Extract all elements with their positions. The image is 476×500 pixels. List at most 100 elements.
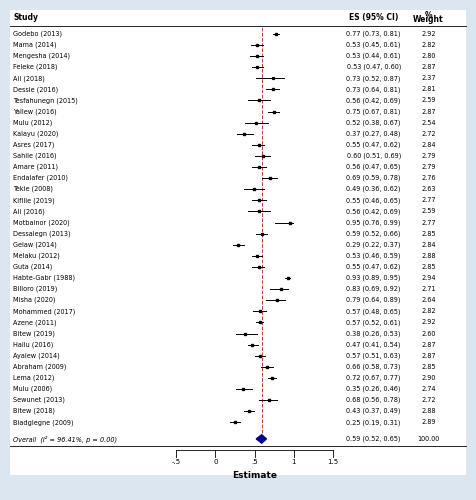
Text: Hailu (2016): Hailu (2016) xyxy=(13,342,54,348)
Text: 0.73 (0.64, 0.81): 0.73 (0.64, 0.81) xyxy=(347,86,401,92)
Text: Feleke (2018): Feleke (2018) xyxy=(13,64,58,70)
Text: 2.90: 2.90 xyxy=(421,375,436,381)
Text: Motbainor (2020): Motbainor (2020) xyxy=(13,220,70,226)
Text: 0.75 (0.67, 0.81): 0.75 (0.67, 0.81) xyxy=(347,108,401,115)
Text: Ali (2018): Ali (2018) xyxy=(13,75,45,82)
Text: Sewunet (2013): Sewunet (2013) xyxy=(13,397,65,404)
Text: 0.53 (0.47, 0.60): 0.53 (0.47, 0.60) xyxy=(347,64,401,70)
Text: 0.55 (0.46, 0.65): 0.55 (0.46, 0.65) xyxy=(347,197,401,203)
Text: Ali (2016): Ali (2016) xyxy=(13,208,45,214)
Text: 2.92: 2.92 xyxy=(421,31,436,37)
Text: 0.66 (0.58, 0.73): 0.66 (0.58, 0.73) xyxy=(347,364,401,370)
Text: 2.87: 2.87 xyxy=(421,108,436,114)
Text: 2.37: 2.37 xyxy=(421,76,436,82)
Text: Mohammed (2017): Mohammed (2017) xyxy=(13,308,76,314)
Text: 0.68 (0.56, 0.78): 0.68 (0.56, 0.78) xyxy=(347,397,401,404)
Text: 0.83 (0.69, 0.92): 0.83 (0.69, 0.92) xyxy=(347,286,401,292)
Text: 2.82: 2.82 xyxy=(421,308,436,314)
Text: 2.60: 2.60 xyxy=(421,330,436,336)
Text: 2.80: 2.80 xyxy=(421,53,436,59)
Text: 2.94: 2.94 xyxy=(421,275,436,281)
Text: 0.52 (0.38, 0.67): 0.52 (0.38, 0.67) xyxy=(347,120,401,126)
Text: 2.84: 2.84 xyxy=(421,142,436,148)
Polygon shape xyxy=(256,434,267,443)
Text: Misha (2020): Misha (2020) xyxy=(13,297,56,304)
Text: 1: 1 xyxy=(292,458,296,464)
Text: -.5: -.5 xyxy=(171,458,181,464)
Text: Ayalew (2014): Ayalew (2014) xyxy=(13,352,60,359)
Text: 0.55 (0.47, 0.62): 0.55 (0.47, 0.62) xyxy=(347,264,401,270)
Text: 2.59: 2.59 xyxy=(421,208,436,214)
Text: 0: 0 xyxy=(213,458,218,464)
Text: 0.43 (0.37, 0.49): 0.43 (0.37, 0.49) xyxy=(347,408,401,414)
Text: %: % xyxy=(425,10,432,20)
Text: 0.29 (0.22, 0.37): 0.29 (0.22, 0.37) xyxy=(347,242,401,248)
Text: Kalayu (2020): Kalayu (2020) xyxy=(13,130,59,137)
Text: Tekie (2008): Tekie (2008) xyxy=(13,186,53,192)
Text: 2.76: 2.76 xyxy=(421,175,436,181)
Text: Abraham (2009): Abraham (2009) xyxy=(13,364,67,370)
Text: Yallew (2016): Yallew (2016) xyxy=(13,108,57,115)
Text: 0.59 (0.52, 0.66): 0.59 (0.52, 0.66) xyxy=(347,230,401,237)
Text: Estimate: Estimate xyxy=(232,470,277,480)
Text: 0.59 (0.52, 0.65): 0.59 (0.52, 0.65) xyxy=(347,436,401,442)
Text: 0.25 (0.19, 0.31): 0.25 (0.19, 0.31) xyxy=(347,419,401,426)
Text: ES (95% CI): ES (95% CI) xyxy=(349,12,398,22)
Text: Biadglegne (2009): Biadglegne (2009) xyxy=(13,419,74,426)
Text: 0.57 (0.51, 0.63): 0.57 (0.51, 0.63) xyxy=(347,352,401,359)
Text: Asres (2017): Asres (2017) xyxy=(13,142,55,148)
Text: 0.55 (0.47, 0.62): 0.55 (0.47, 0.62) xyxy=(347,142,401,148)
Text: 1.5: 1.5 xyxy=(327,458,339,464)
Text: 2.74: 2.74 xyxy=(421,386,436,392)
Text: 0.93 (0.89, 0.95): 0.93 (0.89, 0.95) xyxy=(347,275,401,281)
Text: Study: Study xyxy=(13,12,39,22)
Text: 0.56 (0.42, 0.69): 0.56 (0.42, 0.69) xyxy=(347,208,401,214)
Text: 2.87: 2.87 xyxy=(421,64,436,70)
Text: Azene (2011): Azene (2011) xyxy=(13,319,57,326)
Text: 0.73 (0.52, 0.87): 0.73 (0.52, 0.87) xyxy=(347,75,401,82)
Text: 0.56 (0.42, 0.69): 0.56 (0.42, 0.69) xyxy=(347,97,401,103)
Text: 2.63: 2.63 xyxy=(421,186,436,192)
Text: 2.82: 2.82 xyxy=(421,42,436,48)
Text: 2.54: 2.54 xyxy=(421,120,436,126)
Text: 0.56 (0.47, 0.65): 0.56 (0.47, 0.65) xyxy=(347,164,401,170)
Text: 2.72: 2.72 xyxy=(421,130,436,136)
Text: 0.69 (0.59, 0.78): 0.69 (0.59, 0.78) xyxy=(347,175,401,182)
Text: 0.37 (0.27, 0.48): 0.37 (0.27, 0.48) xyxy=(347,130,401,137)
Text: 2.81: 2.81 xyxy=(421,86,436,92)
Text: 0.49 (0.36, 0.62): 0.49 (0.36, 0.62) xyxy=(347,186,401,192)
Text: Endalafer (2010): Endalafer (2010) xyxy=(13,175,68,182)
Text: 0.72 (0.67, 0.77): 0.72 (0.67, 0.77) xyxy=(347,374,401,381)
Text: Godebo (2013): Godebo (2013) xyxy=(13,30,62,37)
Text: 2.77: 2.77 xyxy=(421,220,436,226)
Text: 0.60 (0.51, 0.69): 0.60 (0.51, 0.69) xyxy=(347,152,401,159)
Text: Melaku (2012): Melaku (2012) xyxy=(13,252,60,259)
Text: 2.88: 2.88 xyxy=(421,253,436,259)
Text: 2.89: 2.89 xyxy=(421,420,436,426)
Text: 2.79: 2.79 xyxy=(421,153,436,159)
Text: 2.87: 2.87 xyxy=(421,352,436,358)
Text: 2.88: 2.88 xyxy=(421,408,436,414)
Text: 0.95 (0.76, 0.99): 0.95 (0.76, 0.99) xyxy=(347,220,401,226)
Text: 2.59: 2.59 xyxy=(421,98,436,103)
Text: 0.35 (0.26, 0.46): 0.35 (0.26, 0.46) xyxy=(347,386,401,392)
Text: Mengesha (2014): Mengesha (2014) xyxy=(13,53,70,60)
Text: 2.77: 2.77 xyxy=(421,198,436,203)
Text: 0.53 (0.46, 0.59): 0.53 (0.46, 0.59) xyxy=(347,252,401,259)
Text: 0.38 (0.26, 0.53): 0.38 (0.26, 0.53) xyxy=(347,330,401,337)
Text: Tesfahunegn (2015): Tesfahunegn (2015) xyxy=(13,97,78,103)
Text: 2.72: 2.72 xyxy=(421,397,436,403)
Text: 2.87: 2.87 xyxy=(421,342,436,347)
Text: 0.57 (0.52, 0.61): 0.57 (0.52, 0.61) xyxy=(347,319,401,326)
Text: Mulu (2012): Mulu (2012) xyxy=(13,120,52,126)
Text: 2.92: 2.92 xyxy=(421,320,436,326)
Text: Mulu (2006): Mulu (2006) xyxy=(13,386,52,392)
Text: 2.85: 2.85 xyxy=(421,264,436,270)
Text: 0.77 (0.73, 0.81): 0.77 (0.73, 0.81) xyxy=(347,30,401,37)
Text: Amare (2011): Amare (2011) xyxy=(13,164,59,170)
Text: Gelaw (2014): Gelaw (2014) xyxy=(13,242,57,248)
Text: 2.85: 2.85 xyxy=(421,230,436,236)
Text: 2.64: 2.64 xyxy=(421,297,436,303)
Text: 0.53 (0.45, 0.61): 0.53 (0.45, 0.61) xyxy=(347,42,401,48)
Text: 2.71: 2.71 xyxy=(421,286,436,292)
